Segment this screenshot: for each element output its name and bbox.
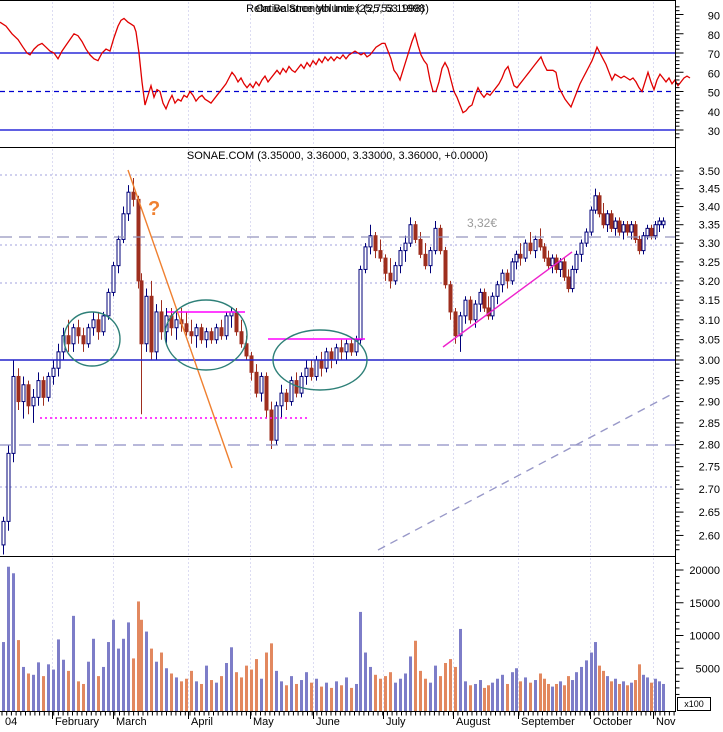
- svg-text:3.10: 3.10: [699, 315, 720, 327]
- svg-text:Nov: Nov: [656, 716, 676, 728]
- x-axis-month-labels: 04 February March April May June July August Sep…: [5, 716, 676, 728]
- candlesticks: [1, 178, 666, 555]
- svg-text:2.90: 2.90: [699, 397, 720, 409]
- price-hlines: [0, 236, 675, 446]
- volume-bars: [2, 566, 665, 711]
- svg-text:3.25: 3.25: [699, 257, 720, 269]
- svg-text:3,32€: 3,32€: [467, 216, 497, 230]
- svg-text:60: 60: [708, 68, 720, 80]
- svg-text:2.80: 2.80: [699, 440, 720, 452]
- rsi-level-lines: [0, 52, 675, 131]
- svg-text:20000: 20000: [689, 565, 720, 577]
- rsi-line: [0, 17, 691, 114]
- svg-text:3.15: 3.15: [699, 295, 720, 307]
- svg-text:3.20: 3.20: [699, 276, 720, 288]
- svg-text:10000: 10000: [689, 631, 720, 643]
- svg-text:50: 50: [708, 88, 720, 100]
- svg-text:March: March: [116, 716, 147, 728]
- svg-text:February: February: [55, 716, 100, 728]
- svg-text:July: July: [386, 716, 406, 728]
- svg-text:3.40: 3.40: [699, 202, 720, 214]
- svg-text:3.50: 3.50: [699, 166, 720, 178]
- svg-text:2.95: 2.95: [699, 376, 720, 388]
- svg-text:5000: 5000: [696, 663, 720, 675]
- price-dotted-gridlines: [0, 174, 675, 488]
- svg-text:80: 80: [708, 30, 720, 42]
- svg-text:40: 40: [708, 107, 720, 119]
- svg-text:3.00: 3.00: [699, 355, 720, 367]
- svg-text:3.30: 3.30: [699, 238, 720, 250]
- svg-text:30: 30: [708, 126, 720, 138]
- svg-text:2.85: 2.85: [699, 418, 720, 430]
- ellipse-annotations: [63, 299, 368, 391]
- text-annotations: ? 3,32€: [148, 198, 497, 230]
- svg-text:April: April: [191, 716, 213, 728]
- svg-text:2.70: 2.70: [699, 484, 720, 496]
- svg-text:15000: 15000: [689, 598, 720, 610]
- svg-text:04: 04: [5, 716, 17, 728]
- svg-text:3.35: 3.35: [699, 220, 720, 232]
- svg-text:September: September: [521, 716, 575, 728]
- svg-text:2.65: 2.65: [699, 507, 720, 519]
- svg-text:June: June: [316, 716, 340, 728]
- month-gridlines: [52, 2, 654, 710]
- svg-text:2.60: 2.60: [699, 530, 720, 542]
- svg-text:3.05: 3.05: [699, 335, 720, 347]
- svg-text:May: May: [253, 716, 274, 728]
- volume-unit-label: x100: [677, 697, 711, 711]
- svg-text:October: October: [593, 716, 632, 728]
- svg-text:2.75: 2.75: [699, 462, 720, 474]
- svg-text:70: 70: [708, 49, 720, 61]
- axis-labels: 90 80 70 60 50 40 30 3.50 3.45 3.40 3.35 3.30 3.25 3.…: [689, 11, 720, 676]
- svg-text:?: ?: [148, 198, 160, 220]
- svg-text:3.45: 3.45: [699, 184, 720, 196]
- axis-ticks: [1, 6, 684, 719]
- svg-text:90: 90: [708, 11, 720, 23]
- svg-text:August: August: [456, 716, 490, 728]
- trendline-annotations: [40, 169, 673, 551]
